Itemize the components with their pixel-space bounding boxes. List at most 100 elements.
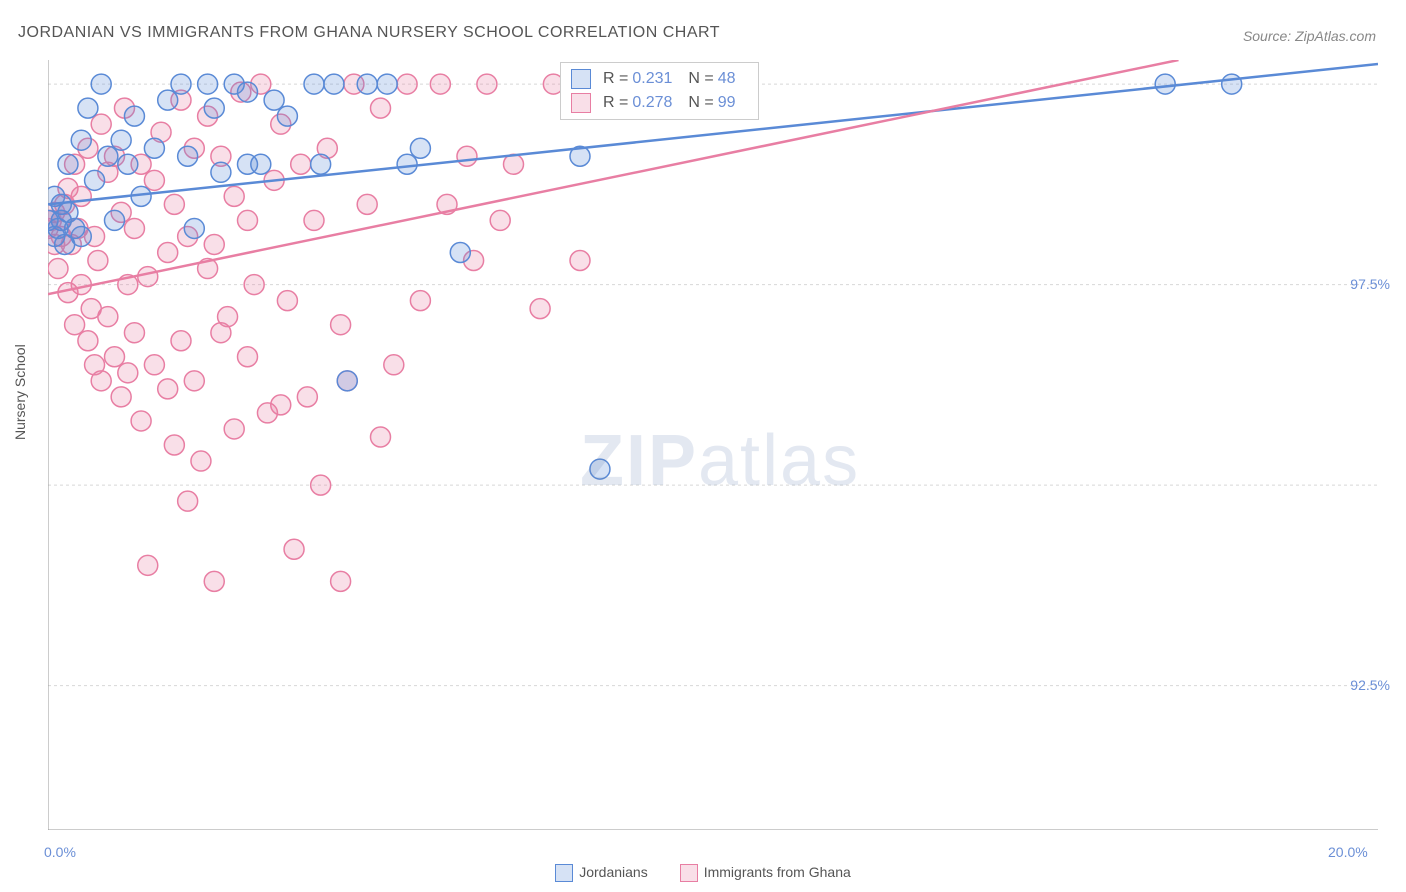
data-point (410, 291, 430, 311)
data-point (65, 315, 85, 335)
data-point (324, 74, 344, 94)
data-point (530, 299, 550, 319)
stat-n-value: 48 (718, 70, 736, 87)
stat-r-value: 0.231 (632, 70, 672, 87)
stat-n-label: N = (688, 94, 713, 111)
data-point (397, 74, 417, 94)
data-point (124, 106, 144, 126)
data-point (371, 427, 391, 447)
data-point (71, 275, 91, 295)
data-point (331, 315, 351, 335)
data-point (1155, 74, 1175, 94)
data-point (397, 154, 417, 174)
data-point (158, 90, 178, 110)
data-point (570, 251, 590, 271)
data-point (158, 379, 178, 399)
data-point (297, 387, 317, 407)
legend-swatch (555, 864, 573, 882)
data-point (204, 98, 224, 118)
data-point (590, 459, 610, 479)
data-point (204, 234, 224, 254)
stats-legend-box: R =0.231 N = 48 R =0.278 N = 99 (560, 62, 759, 120)
data-point (48, 259, 68, 279)
legend-swatch (571, 93, 591, 113)
data-point (184, 371, 204, 391)
data-point (238, 82, 258, 102)
data-point (138, 555, 158, 575)
y-axis-label: Nursery School (12, 344, 28, 440)
data-point (457, 146, 477, 166)
data-point (224, 419, 244, 439)
data-point (218, 307, 238, 327)
legend-swatch (571, 69, 591, 89)
data-point (184, 218, 204, 238)
data-point (138, 267, 158, 287)
data-point (124, 323, 144, 343)
data-point (377, 74, 397, 94)
data-point (311, 475, 331, 495)
data-point (331, 571, 351, 591)
data-point (164, 435, 184, 455)
data-point (171, 331, 191, 351)
data-point (304, 74, 324, 94)
legend-swatch (680, 864, 698, 882)
data-point (91, 114, 111, 134)
data-point (277, 106, 297, 126)
stats-row: R =0.278 N = 99 (571, 91, 748, 115)
y-tick-label: 92.5% (1350, 677, 1390, 693)
data-point (91, 371, 111, 391)
stat-r-label: R = (603, 94, 628, 111)
data-point (357, 74, 377, 94)
data-point (198, 74, 218, 94)
data-point (224, 186, 244, 206)
data-point (410, 138, 430, 158)
stat-n-label: N = (688, 70, 713, 87)
legend-item: Immigrants from Ghana (680, 864, 851, 880)
stat-r-label: R = (603, 70, 628, 87)
data-point (244, 275, 264, 295)
data-point (371, 98, 391, 118)
x-tick-label: 0.0% (44, 844, 76, 860)
data-point (277, 291, 297, 311)
data-point (131, 411, 151, 431)
data-point (311, 154, 331, 174)
data-point (251, 154, 271, 174)
chart-title: JORDANIAN VS IMMIGRANTS FROM GHANA NURSE… (18, 24, 720, 42)
data-point (204, 571, 224, 591)
y-tick-label: 97.5% (1350, 276, 1390, 292)
data-point (171, 74, 191, 94)
data-point (78, 331, 98, 351)
data-point (271, 395, 291, 415)
x-tick-label: 20.0% (1328, 844, 1368, 860)
data-point (58, 154, 78, 174)
data-point (118, 154, 138, 174)
data-point (357, 194, 377, 214)
data-point (91, 74, 111, 94)
data-point (144, 170, 164, 190)
stat-n-value: 99 (718, 94, 736, 111)
data-point (450, 243, 470, 263)
legend-item: Jordanians (555, 864, 648, 880)
data-point (111, 130, 131, 150)
data-point (158, 243, 178, 263)
data-point (304, 210, 324, 230)
data-point (71, 130, 91, 150)
data-point (178, 146, 198, 166)
stats-row: R =0.231 N = 48 (571, 67, 748, 91)
data-point (191, 451, 211, 471)
data-point (291, 154, 311, 174)
legend-label: Jordanians (579, 864, 648, 880)
data-point (111, 387, 131, 407)
data-point (98, 146, 118, 166)
data-point (238, 347, 258, 367)
data-point (284, 539, 304, 559)
data-point (88, 251, 108, 271)
stat-r-value: 0.278 (632, 94, 672, 111)
data-point (504, 154, 524, 174)
data-point (337, 371, 357, 391)
data-point (124, 218, 144, 238)
data-point (85, 170, 105, 190)
data-point (144, 138, 164, 158)
data-point (144, 355, 164, 375)
data-point (430, 74, 450, 94)
